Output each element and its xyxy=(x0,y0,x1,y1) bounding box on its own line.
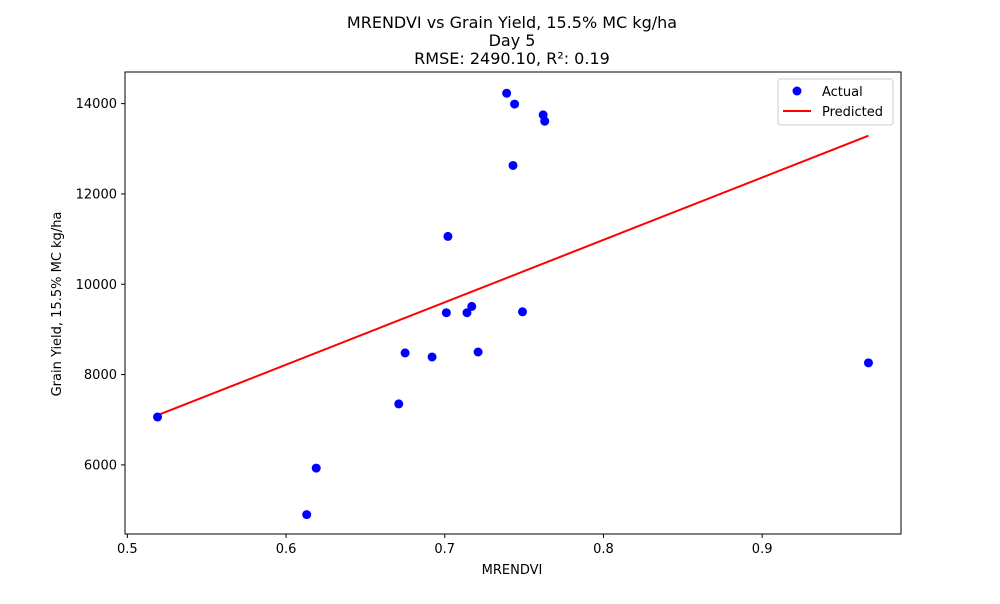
x-tick-label: 0.8 xyxy=(593,542,614,557)
legend-actual-marker xyxy=(792,86,802,96)
actual-points-layer xyxy=(153,88,873,520)
actual-point xyxy=(427,352,437,362)
y-tick-label: 6000 xyxy=(84,458,117,473)
legend-predicted-label: Predicted xyxy=(822,105,883,120)
actual-point xyxy=(443,231,453,241)
predicted-line xyxy=(157,134,869,417)
actual-point xyxy=(400,348,410,358)
actual-point xyxy=(863,358,873,368)
actual-point xyxy=(302,510,312,520)
actual-point xyxy=(502,88,512,98)
plot-area xyxy=(125,72,901,534)
y-axis-label: Grain Yield, 15.5% MC kg/ha xyxy=(50,212,65,397)
x-tick-label: 0.9 xyxy=(752,542,773,557)
chart-title: MRENDVI vs Grain Yield, 15.5% MC kg/ha D… xyxy=(347,13,677,68)
actual-point xyxy=(462,308,472,318)
actual-point xyxy=(467,301,477,311)
x-tick-label: 0.7 xyxy=(434,542,455,557)
actual-point xyxy=(518,307,528,317)
legend-box xyxy=(777,78,894,126)
legend: Actual Predicted xyxy=(777,78,894,126)
actual-point xyxy=(540,116,550,126)
actual-point xyxy=(441,308,451,318)
actual-point xyxy=(394,399,404,409)
y-tick-label: 10000 xyxy=(76,278,117,293)
legend-actual-label: Actual xyxy=(822,85,863,100)
actual-point xyxy=(510,99,520,109)
x-axis-label: MRENDVI xyxy=(482,563,543,578)
actual-point xyxy=(311,463,321,473)
x-tick-label: 0.5 xyxy=(117,542,138,557)
x-tick-label: 0.6 xyxy=(276,542,297,557)
predicted-line-layer xyxy=(157,134,869,417)
chart-title-line-1: MRENDVI vs Grain Yield, 15.5% MC kg/ha xyxy=(347,13,677,32)
actual-point xyxy=(473,347,483,357)
chart-title-line-3: RMSE: 2490.10, R²: 0.19 xyxy=(414,49,610,68)
y-tick-label: 12000 xyxy=(76,187,117,202)
y-tick-label: 8000 xyxy=(84,368,117,383)
axes: 0.5 0.6 0.7 0.8 0.9 6000 8000 10000 12000 14000 xyxy=(76,71,902,557)
plot-background xyxy=(125,72,901,534)
plot-frame xyxy=(124,71,902,535)
actual-point xyxy=(508,160,518,170)
y-tick-label: 14000 xyxy=(76,97,117,112)
chart-title-line-2: Day 5 xyxy=(489,31,536,50)
actual-point xyxy=(153,412,163,422)
